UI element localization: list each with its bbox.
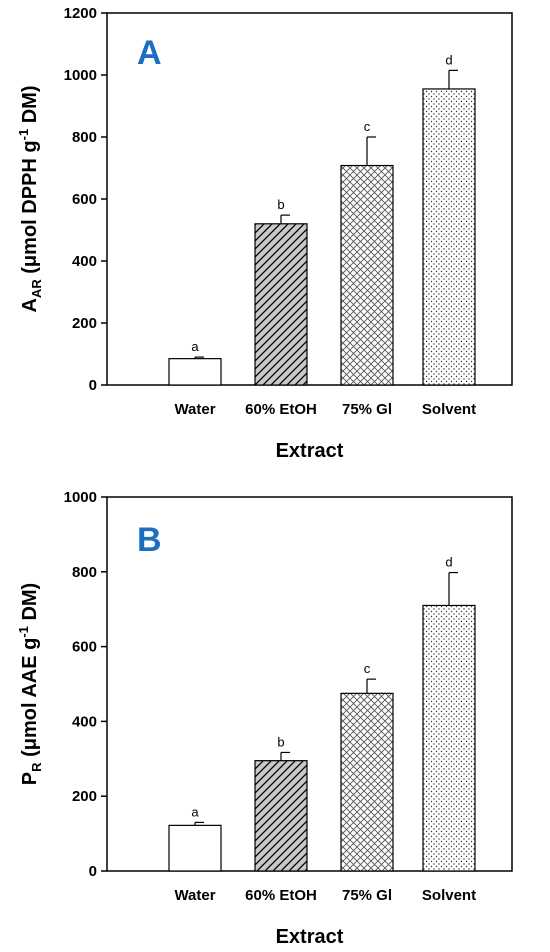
panel-label: A: [137, 34, 162, 72]
significance-label: a: [191, 804, 199, 819]
significance-label: c: [364, 119, 371, 134]
y-axis-ticks: 0 200 400 600 800 1000: [64, 489, 107, 880]
bar-60-etoh: [254, 760, 308, 872]
significance-label: a: [191, 339, 199, 354]
x-axis-label: Extract: [276, 440, 344, 462]
y-tick-label: 400: [72, 713, 97, 730]
x-axis-label: Extract: [276, 926, 344, 948]
y-tick-label: 400: [72, 253, 97, 270]
significance-label: b: [277, 197, 284, 212]
y-tick-label: 200: [72, 315, 97, 332]
y-tick-label: 800: [72, 564, 97, 581]
bar-60-etoh: [254, 223, 308, 386]
x-tick-label: Solvent: [422, 887, 476, 904]
y-tick-label: 0: [89, 863, 97, 880]
x-tick-label: 60% EtOH: [245, 401, 317, 418]
x-tick-label: Water: [174, 887, 215, 904]
y-tick-label: 1000: [64, 67, 97, 84]
significance-label: d: [445, 555, 452, 570]
bars: a Water b 60% EtOH c 75% Gl d Solvent: [168, 52, 476, 418]
chart-b: B 0 200 400 600 800 1000 a Water b 60% EtOH c 75% …: [16, 489, 513, 948]
x-tick-label: 75% Gl: [342, 887, 392, 904]
y-tick-label: 600: [72, 639, 97, 656]
y-tick-label: 200: [72, 788, 97, 805]
panel-label: B: [137, 521, 162, 559]
bar-solvent: [422, 604, 476, 872]
bars: a Water b 60% EtOH c 75% Gl d Solvent: [168, 555, 476, 904]
x-tick-label: 75% Gl: [342, 401, 392, 418]
bar-75-gl: [340, 692, 394, 872]
x-tick-label: Solvent: [422, 401, 476, 418]
bar-75-gl: [340, 164, 394, 386]
y-tick-label: 600: [72, 191, 97, 208]
y-tick-label: 1200: [64, 5, 97, 22]
significance-label: b: [277, 734, 284, 749]
y-tick-label: 0: [89, 377, 97, 394]
y-axis-label: AAR (μmol DPPH g-1 DM): [16, 85, 44, 312]
x-tick-label: 60% EtOH: [245, 887, 317, 904]
bar-water: [168, 358, 222, 386]
y-tick-label: 1000: [64, 489, 97, 506]
x-tick-label: Water: [174, 401, 215, 418]
significance-label: d: [445, 52, 452, 67]
y-axis-ticks: 0 200 400 600 800 1000 1200: [64, 5, 107, 394]
chart-a: A 0 200 400 600 800 1000 1200 a Water b 60% EtOH c…: [16, 5, 513, 462]
y-axis-label: PR (μmol AAE g-1 DM): [16, 583, 44, 785]
y-tick-label: 800: [72, 129, 97, 146]
plot-frame: [106, 496, 513, 872]
significance-label: c: [364, 661, 371, 676]
bar-water: [168, 824, 222, 872]
bar-solvent: [422, 88, 476, 386]
